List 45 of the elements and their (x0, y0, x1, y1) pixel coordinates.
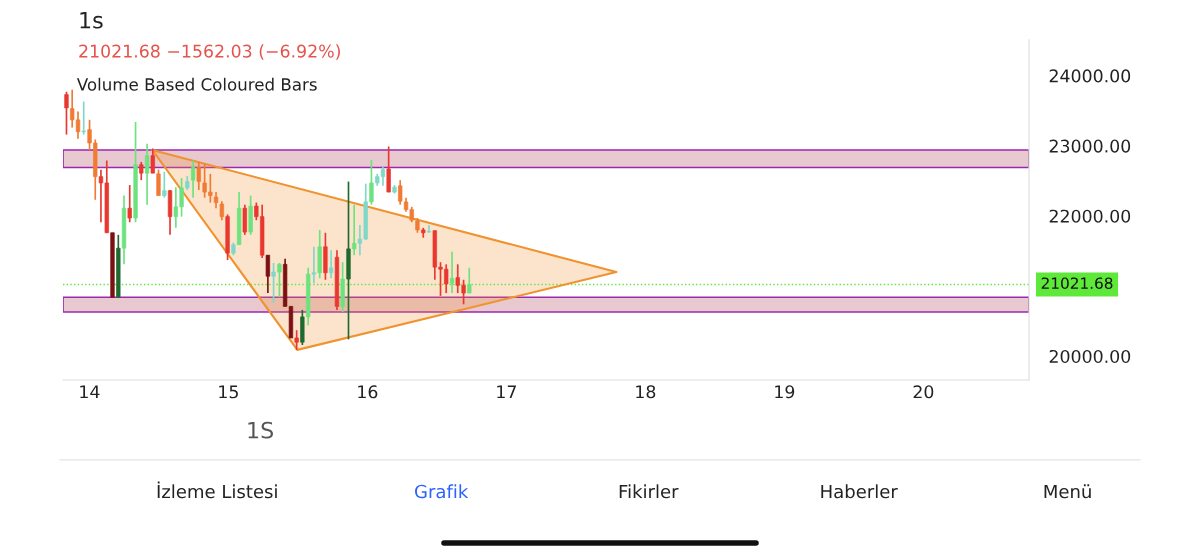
candlestick (190, 159, 196, 199)
candlestick (386, 145, 391, 193)
text: 1s (80, 12, 103, 29)
x-tick-label: 15 (219, 385, 238, 399)
candlestick (352, 203, 357, 257)
text: İzleme Listesi (157, 481, 277, 499)
x-tick-label: 14 (80, 385, 100, 399)
y-tick-label: 24000.00 (1049, 69, 1131, 83)
candlestick (369, 158, 374, 206)
x-tick-label: 19 (775, 385, 795, 399)
candlestick (139, 161, 144, 181)
text: 1S (248, 421, 274, 439)
candlestick (294, 329, 299, 351)
candlestick (162, 170, 167, 199)
candlestick (81, 100, 86, 136)
candlestick (144, 142, 150, 206)
x-tick-label: 17 (497, 385, 516, 399)
candlestick (328, 249, 334, 280)
x-tick-label: 16 (358, 385, 378, 399)
x-tick-label: 18 (636, 385, 656, 399)
candlestick (311, 245, 317, 285)
candlestick (127, 184, 132, 224)
chart-subtitle: 21021.68 −1562.03 (−6.92%) (79, 44, 340, 60)
candlestick (150, 147, 155, 174)
y-tick-label: 20000.00 (1049, 349, 1131, 364)
y-tick-label: 23000.00 (1049, 139, 1131, 153)
candlestick (467, 266, 472, 294)
candlestick (196, 161, 201, 191)
y-tick-label: 22000.00 (1049, 209, 1131, 223)
candlestick (64, 90, 69, 136)
text: Menü (1044, 484, 1091, 499)
text: Fikirler (619, 484, 679, 499)
x-tick-label: 20 (913, 385, 934, 399)
candlestick (242, 203, 247, 236)
candlestick (156, 168, 161, 197)
candlestick (265, 254, 271, 294)
annotation: Volume Based Coloured Bars (76, 77, 317, 91)
candlestick (449, 250, 455, 294)
ref-line-label: 21021.68 (1041, 277, 1113, 289)
text: Haberler (821, 484, 898, 499)
candlestick (271, 262, 276, 304)
candlestick (277, 262, 282, 299)
text: Grafik (415, 484, 469, 499)
candlestick (219, 200, 225, 221)
candlestick (426, 224, 432, 234)
